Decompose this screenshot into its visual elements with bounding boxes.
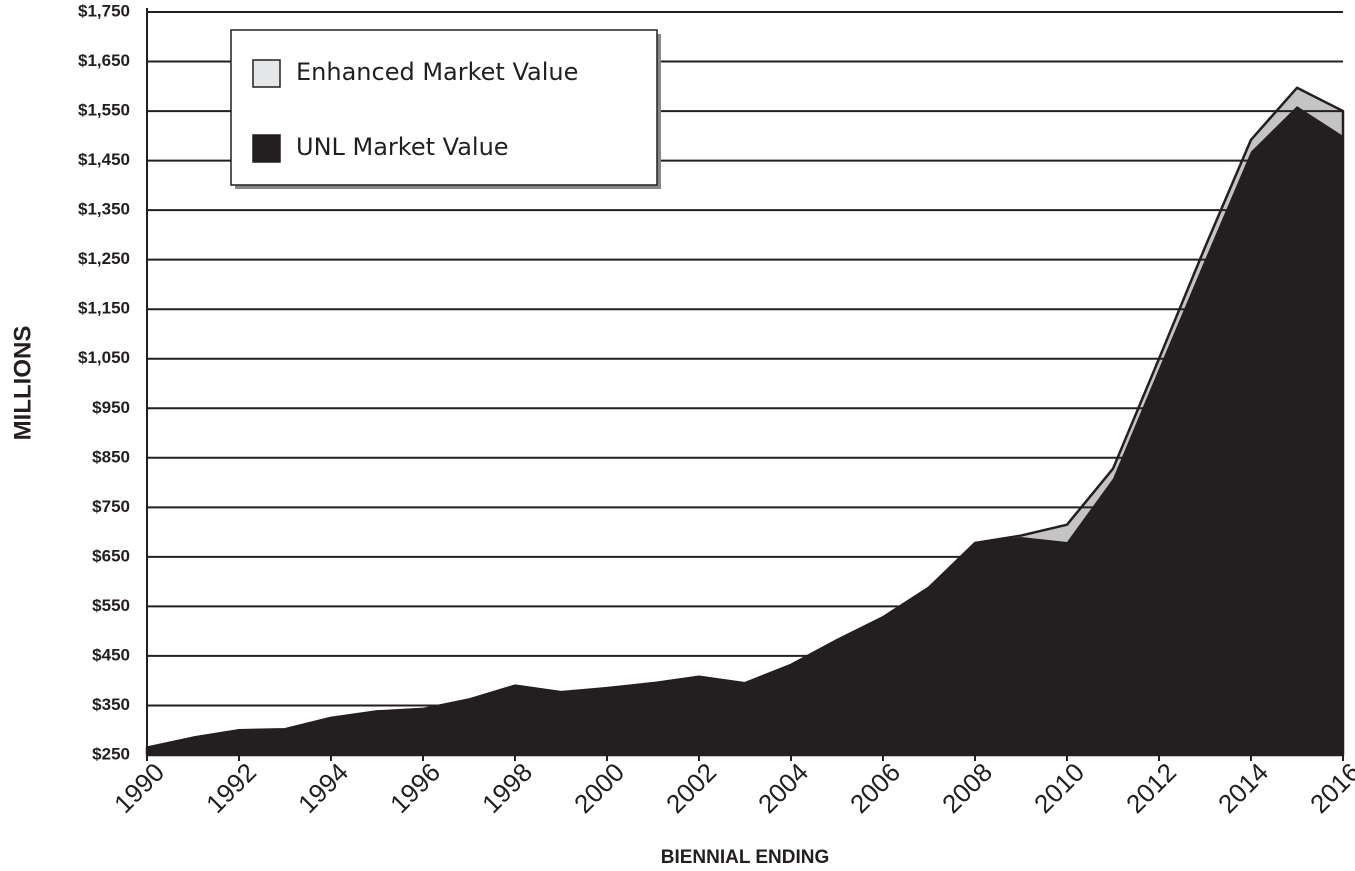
x-tick-label: 1996: [384, 757, 446, 819]
y-axis-label: MILLIONS: [9, 326, 36, 441]
y-tick-label: $1,650: [78, 51, 130, 70]
x-tick-label: 2012: [1120, 757, 1182, 819]
y-tick-label: $850: [92, 447, 130, 466]
legend-label: Enhanced Market Value: [296, 58, 578, 86]
x-tick-label: 2014: [1212, 757, 1274, 819]
y-tick-label: $1,250: [78, 249, 130, 268]
y-tick-label: $1,350: [78, 200, 130, 219]
y-tick-label: $250: [92, 744, 130, 763]
x-tick-label: 2010: [1028, 757, 1090, 819]
y-tick-label: $1,550: [78, 101, 130, 120]
y-tick-label: $550: [92, 596, 130, 615]
legend-box: [230, 29, 658, 186]
legend-swatch: [252, 134, 281, 163]
x-tick-label: 1994: [292, 757, 354, 819]
x-tick-label: 2008: [936, 757, 998, 819]
y-tick-label: $1,450: [78, 150, 130, 169]
y-tick-label: $1,750: [78, 1, 130, 20]
x-tick-label: 1992: [200, 757, 262, 819]
y-tick-label: $950: [92, 398, 130, 417]
x-tick-label: 2004: [752, 757, 814, 819]
x-tick-label: 1990: [108, 757, 170, 819]
area: [147, 106, 1343, 755]
x-axis-label: BIENNIAL ENDING: [661, 847, 830, 868]
y-tick-label: $1,150: [78, 299, 130, 318]
y-tick-label: $1,050: [78, 348, 130, 367]
legend-swatch: [252, 59, 281, 88]
x-tick-label: 2006: [844, 757, 906, 819]
x-tick-label: 1998: [476, 757, 538, 819]
x-tick-label: 2016: [1304, 757, 1355, 819]
y-tick-label: $450: [92, 645, 130, 664]
y-tick-label: $650: [92, 546, 130, 565]
x-tick-label: 2000: [568, 757, 630, 819]
legend-label: UNL Market Value: [296, 133, 509, 161]
y-tick-label: $750: [92, 497, 130, 516]
x-tick-label: 2002: [660, 757, 722, 819]
y-tick-label: $350: [92, 695, 130, 714]
legend: Enhanced Market Value UNL Market Value: [230, 29, 661, 189]
